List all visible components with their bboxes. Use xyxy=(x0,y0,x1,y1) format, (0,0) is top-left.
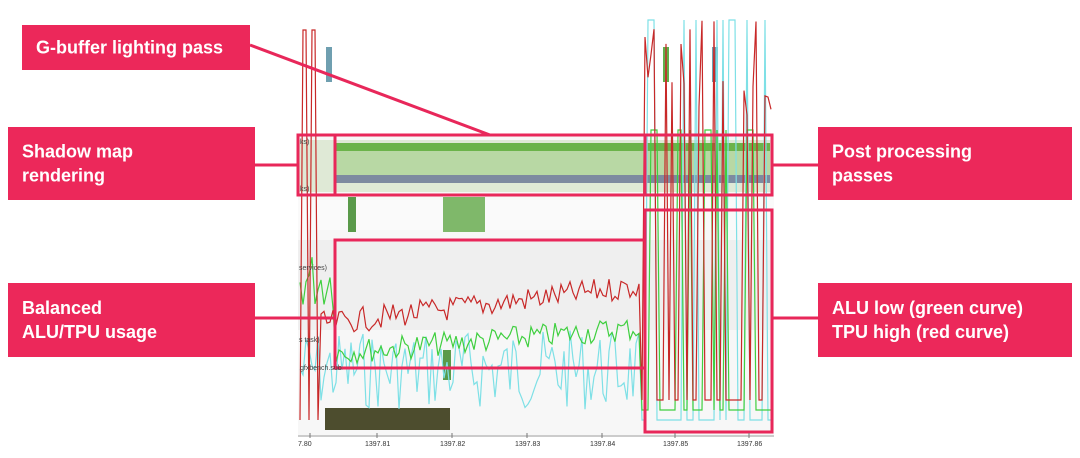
connector xyxy=(249,43,491,137)
tick-label: 1397.83 xyxy=(515,441,540,448)
highlights xyxy=(249,43,818,434)
callout-text: ALU low (green curve) xyxy=(832,298,1023,318)
callout-text: rendering xyxy=(22,166,105,186)
callout-box xyxy=(8,127,255,200)
gpu-block xyxy=(336,175,770,183)
event-block xyxy=(325,408,450,430)
callout-text: ALU/TPU usage xyxy=(22,322,157,342)
callout-text: passes xyxy=(832,166,893,186)
tick-label: 7.80 xyxy=(298,441,312,448)
track xyxy=(298,5,774,135)
track-label: services) xyxy=(299,265,327,272)
screenshot xyxy=(298,5,774,437)
tick-label: 1397.81 xyxy=(365,441,390,448)
callouts: G-buffer lighting pass Shadow map renderin… xyxy=(8,25,1072,357)
tick-label: 1397.85 xyxy=(663,441,688,448)
callout-text: Post processing xyxy=(832,142,972,162)
counter-curve xyxy=(299,20,772,421)
track xyxy=(298,200,774,230)
tick-label: 1397.84 xyxy=(590,441,615,448)
counter-curve xyxy=(299,19,771,421)
callout-text: G-buffer lighting pass xyxy=(36,38,223,58)
callout-text: Balanced xyxy=(22,298,102,318)
callout-box xyxy=(818,127,1072,200)
track-label: gfxbench.sub xyxy=(300,365,342,372)
event-block xyxy=(348,197,356,232)
event-block xyxy=(443,197,485,232)
event-block xyxy=(712,47,718,82)
callout-box xyxy=(8,283,255,357)
tick-label: 1397.86 xyxy=(737,441,762,448)
callout-text: Shadow map xyxy=(22,142,133,162)
tick-label: 1397.82 xyxy=(440,441,465,448)
timeline-labels: 7.80 1397.81 1397.82 1397.83 1397.84 1397.85 1… xyxy=(298,139,762,448)
track-label: ks) xyxy=(300,186,309,193)
event-block xyxy=(326,47,332,82)
track-label: ks) xyxy=(300,139,309,146)
gpu-block xyxy=(336,143,770,151)
highlight-alu xyxy=(643,208,774,434)
callout-box xyxy=(22,25,250,70)
callout-text: TPU high (red curve) xyxy=(832,322,1009,342)
callout-box xyxy=(818,283,1072,357)
track-label: s task) xyxy=(299,337,320,344)
